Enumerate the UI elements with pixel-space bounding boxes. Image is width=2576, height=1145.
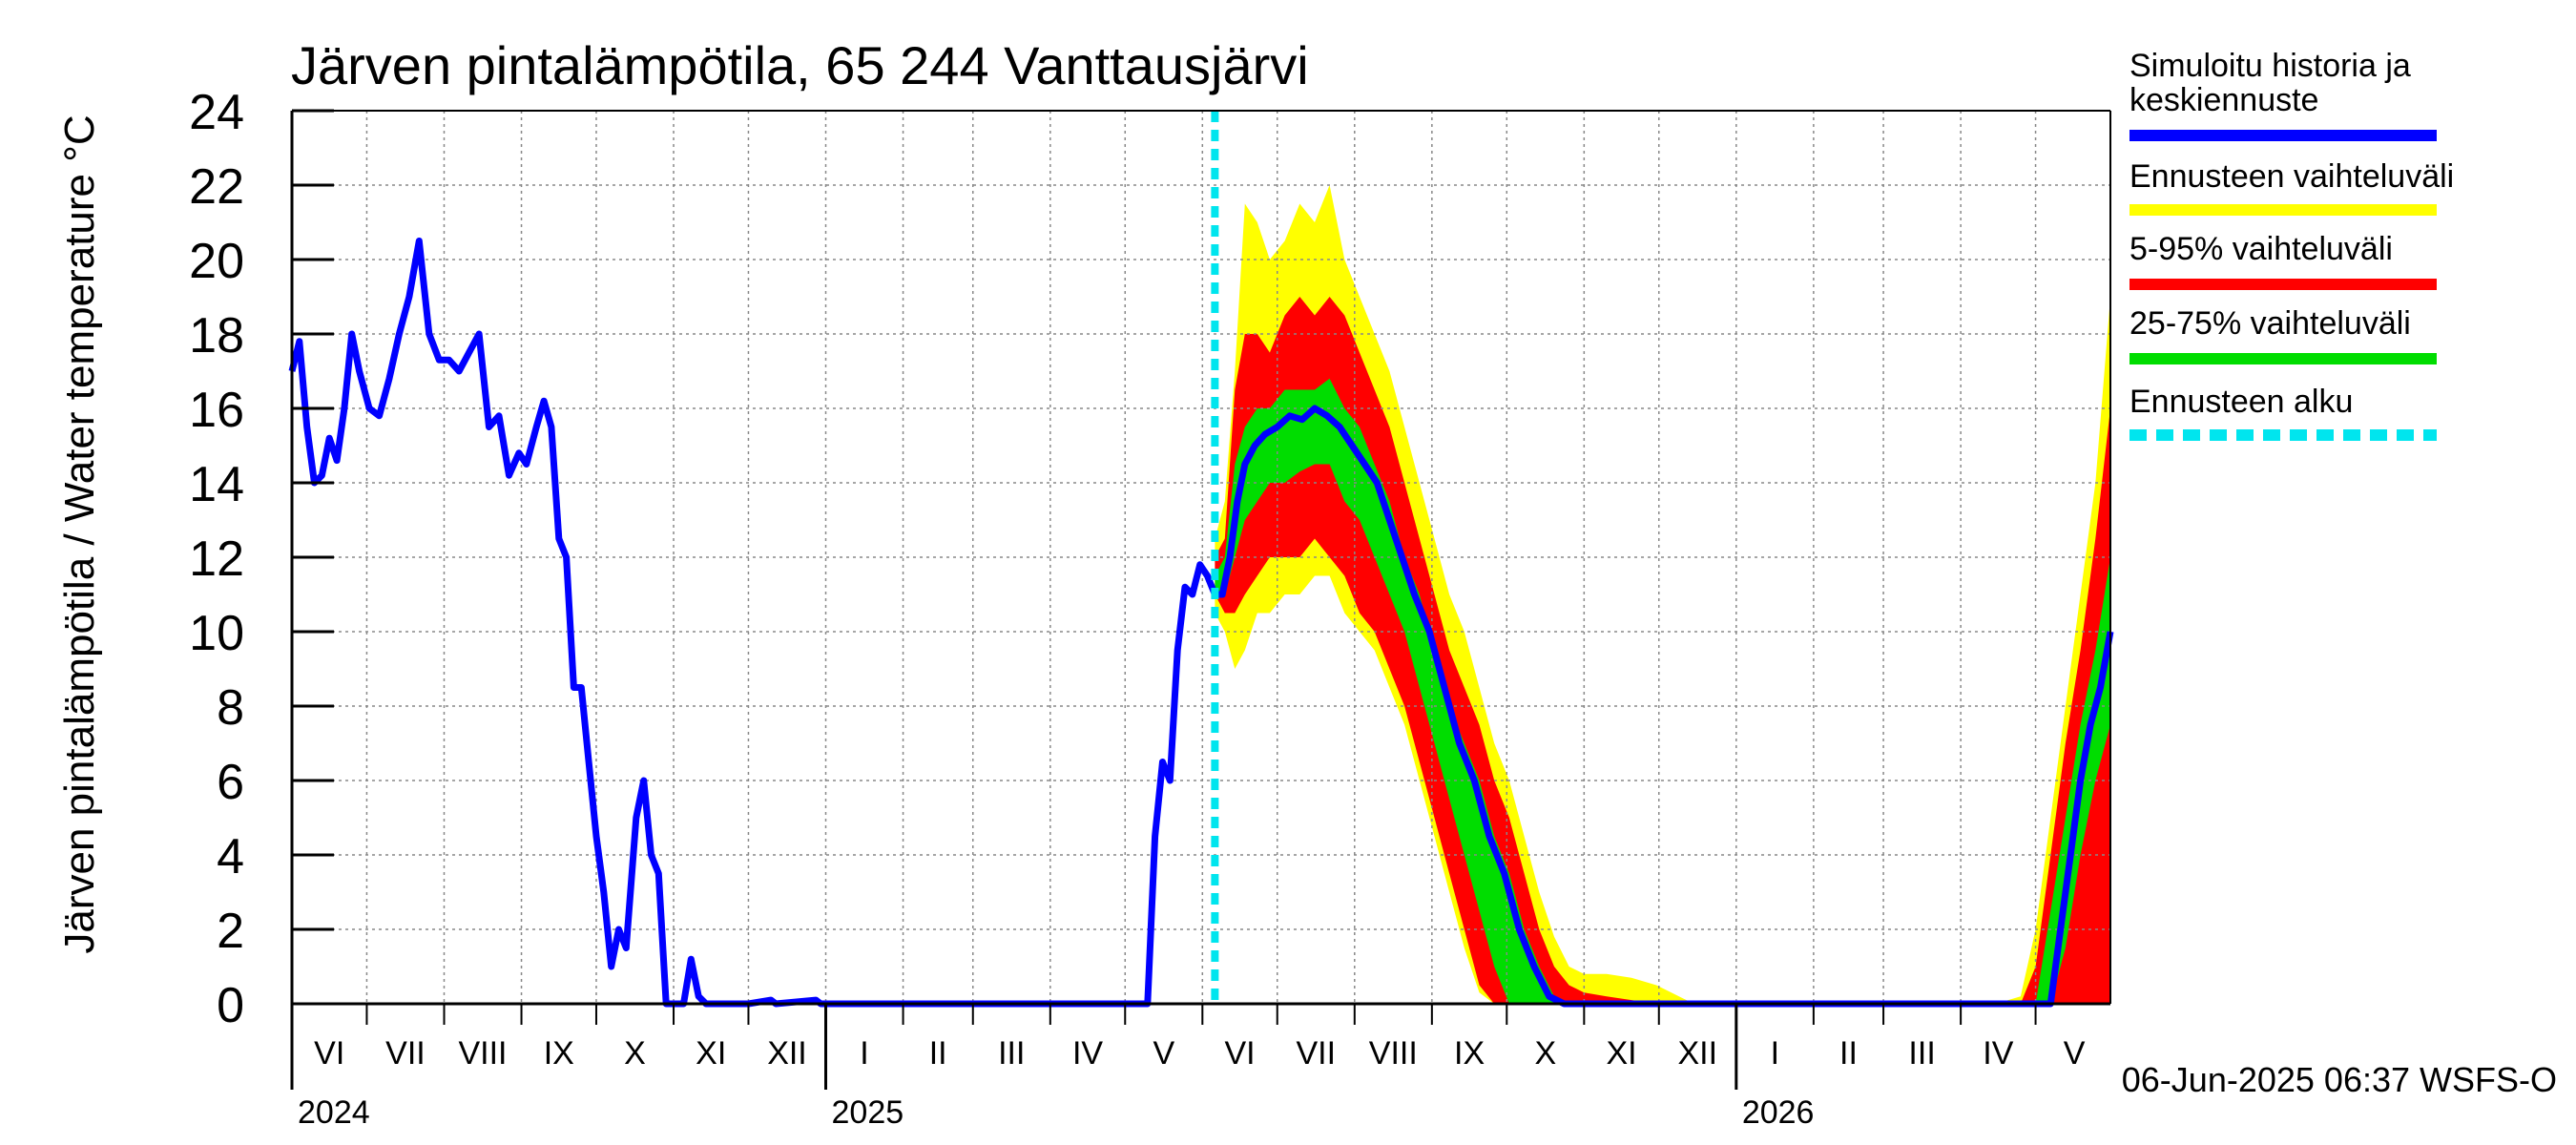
legend-label: 25-75% vaihteluväli — [2129, 305, 2411, 342]
x-month-label: III — [1908, 1035, 1935, 1072]
x-month-label: V — [1153, 1035, 1174, 1072]
x-month-label: IV — [1983, 1035, 2013, 1072]
x-month-label: IV — [1072, 1035, 1103, 1072]
x-month-label: VI — [1224, 1035, 1255, 1072]
x-month-label: X — [624, 1035, 646, 1072]
y-tick-label: 6 — [217, 755, 244, 810]
x-month-label: VIII — [1369, 1035, 1418, 1072]
y-tick-label: 12 — [189, 531, 244, 587]
y-axis-label: Järven pintalämpötila / Water temperatur… — [56, 114, 103, 953]
x-month-label: II — [929, 1035, 947, 1072]
chart-title: Järven pintalämpötila, 65 244 Vanttausjä… — [291, 35, 1309, 95]
x-axis-ticks: VI VII VIII IX X XI XII I II III IV V VI VII VIII IX X XI… — [298, 1004, 2086, 1131]
y-tick-label: 14 — [189, 457, 244, 512]
x-month-label: XII — [1678, 1035, 1718, 1072]
band-0 — [1215, 185, 2110, 1004]
grid-lines — [292, 111, 2110, 1004]
x-month-label: IX — [1454, 1035, 1485, 1072]
x-month-label: II — [1839, 1035, 1858, 1072]
legend-label: Ennusteen vaihteluväli — [2129, 158, 2454, 195]
x-month-label: XI — [1606, 1035, 1636, 1072]
y-tick-label: 20 — [189, 234, 244, 289]
x-month-label: VII — [385, 1035, 426, 1072]
band-1 — [1215, 297, 2110, 1004]
x-month-label: X — [1534, 1035, 1556, 1072]
y-tick-label: 0 — [217, 978, 244, 1033]
x-year-label: 2024 — [298, 1094, 370, 1131]
y-tick-label: 24 — [189, 85, 244, 140]
footer-timestamp: 06-Jun-2025 06:37 WSFS-O — [2122, 1060, 2557, 1099]
y-tick-label: 22 — [189, 159, 244, 215]
x-month-label: III — [998, 1035, 1025, 1072]
y-tick-label: 16 — [189, 383, 244, 438]
legend-label: Ennusteen alku — [2129, 384, 2353, 420]
x-year-label: 2025 — [832, 1094, 904, 1131]
axes — [290, 110, 2111, 1090]
legend-label: keskiennuste — [2129, 82, 2318, 118]
band-2 — [1215, 378, 2110, 1004]
y-tick-label: 8 — [217, 680, 244, 736]
x-month-label: I — [860, 1035, 868, 1072]
forecast-bands — [1215, 185, 2110, 1004]
y-tick-label: 10 — [189, 606, 244, 661]
legend-label: Simuloitu historia ja — [2129, 48, 2411, 84]
legend-label: 5-95% vaihteluväli — [2129, 231, 2393, 267]
x-month-label: VII — [1296, 1035, 1336, 1072]
x-month-label: I — [1771, 1035, 1779, 1072]
y-tick-label: 4 — [217, 829, 244, 885]
x-month-label: VI — [314, 1035, 344, 1072]
x-month-label: XII — [767, 1035, 807, 1072]
median-line — [288, 238, 2114, 1008]
x-month-label: VIII — [458, 1035, 507, 1072]
y-tick-label: 18 — [189, 308, 244, 364]
y-tick-label: 2 — [217, 904, 244, 959]
x-month-label: IX — [544, 1035, 574, 1072]
x-year-label: 2026 — [1742, 1094, 1815, 1131]
x-month-label: XI — [696, 1035, 726, 1072]
x-month-label: V — [2064, 1035, 2086, 1072]
